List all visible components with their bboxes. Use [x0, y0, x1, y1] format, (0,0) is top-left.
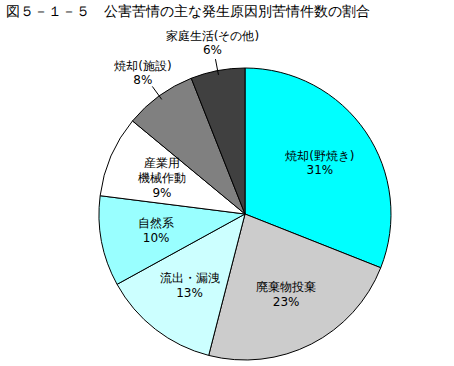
category-label: 焼却(施設) — [114, 58, 171, 72]
data-label: 23% — [273, 295, 300, 309]
category-label: 流出・漏洩 — [160, 271, 220, 285]
category-label-line: 機械作動 — [138, 171, 186, 185]
leader-line — [215, 59, 218, 75]
data-label: 13% — [176, 286, 203, 300]
data-label: 10% — [143, 231, 170, 245]
data-label: 31% — [307, 163, 334, 177]
category-label-line: 家庭生活(その他) — [166, 28, 259, 42]
title: 図５－１－５ 公害苦情の主な発生原因別苦情件数の割合 — [6, 3, 370, 19]
category-label: 産業用機械作動 — [138, 156, 186, 185]
category-label-line: 廃棄物投棄 — [256, 280, 316, 294]
category-label-line: 焼却(野焼き) — [285, 148, 354, 162]
category-label: 廃棄物投棄 — [256, 280, 316, 294]
category-label-line: 流出・漏洩 — [160, 271, 220, 285]
category-label: 家庭生活(その他) — [166, 28, 259, 42]
slice — [191, 68, 245, 214]
category-label: 自然系 — [138, 216, 174, 230]
data-label: 6% — [203, 43, 222, 57]
category-label-line: 焼却(施設) — [114, 58, 171, 72]
category-label: 焼却(野焼き) — [285, 148, 354, 162]
leader-line — [152, 86, 161, 99]
category-label-line: 産業用 — [144, 156, 180, 170]
category-label-line: 自然系 — [138, 216, 174, 230]
pie — [99, 68, 391, 360]
data-label: 8% — [133, 73, 152, 87]
labels: 焼却(野焼き)31% 廃棄物投棄23% 流出・漏洩13% 自然系10% 産業用機械作動9… — [114, 28, 354, 308]
chart: 図５－１－５ 公害苦情の主な発生原因別苦情件数の割合焼却(野焼き)31% 廃棄物投… — [0, 0, 454, 366]
data-label: 9% — [152, 186, 171, 200]
